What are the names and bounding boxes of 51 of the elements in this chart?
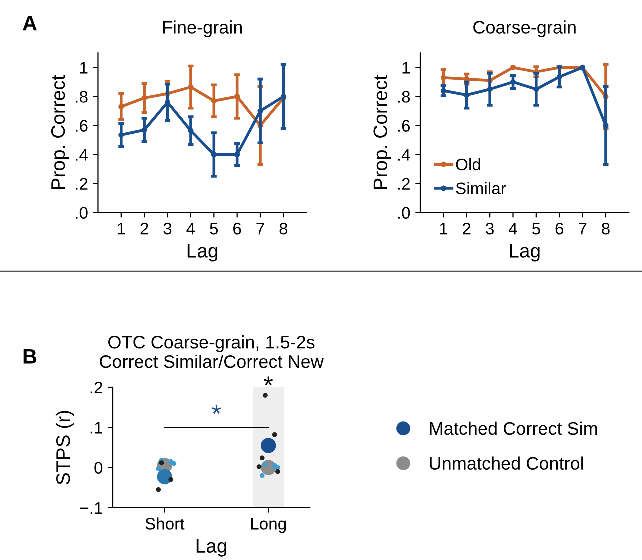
x-tick-label: 7 <box>256 223 264 235</box>
x-axis-title: Lag <box>196 539 227 557</box>
x-tick-label: Long <box>251 518 286 534</box>
y-tick-label: .8 <box>76 91 88 103</box>
y-tick-label: .8 <box>398 91 410 103</box>
x-tick-label: 7 <box>579 223 587 235</box>
legend-label: Old <box>456 158 480 171</box>
text: A <box>22 16 37 31</box>
y-axis-title: Prop. Correct <box>374 75 392 190</box>
y-tick-label: .4 <box>76 149 88 161</box>
x-tick-label: 3 <box>486 222 494 235</box>
y-tick-label: .2 <box>90 382 102 394</box>
x-tick-label: 5 <box>532 223 540 235</box>
y-axis-title: STPS (r) <box>56 411 74 485</box>
legend-label: Unmatched Control <box>430 456 584 470</box>
x-tick-label: 4 <box>508 223 518 235</box>
legend-label: Similar <box>456 182 506 195</box>
annotation: * <box>212 405 222 414</box>
y-tick-label: .0 <box>76 207 88 220</box>
x-tick-label: 1 <box>118 223 126 235</box>
x-tick-label: 4 <box>186 223 196 235</box>
y-axis-title: Prop. Correct <box>51 75 70 190</box>
chart-title: OTC Coarse-grain, 1.5-2s Correct Similar/Correct New <box>100 336 324 368</box>
x-tick-label: 2 <box>463 222 471 235</box>
x-tick-label: 1 <box>440 223 448 235</box>
y-tick-label: .2 <box>398 178 410 190</box>
y-tick-label: 1 <box>80 62 88 74</box>
y-tick-label: .1 <box>90 422 102 434</box>
annotation: * <box>264 376 274 386</box>
y-tick-label: .0 <box>398 207 410 220</box>
y-tick-label: −.1 <box>80 502 102 514</box>
legend-label: Matched Correct Sim <box>430 422 598 436</box>
x-tick-label: 3 <box>164 222 172 235</box>
x-axis-title: Lag <box>510 244 540 262</box>
x-tick-label: 8 <box>280 222 288 235</box>
x-tick-label: Short <box>146 518 185 530</box>
y-tick-label: 1 <box>402 62 410 74</box>
text: B <box>24 349 37 364</box>
x-tick-label: 6 <box>234 222 242 235</box>
chart-title: Fine-grain <box>163 20 242 38</box>
y-tick-label: .6 <box>398 120 410 132</box>
y-tick-label: .6 <box>76 120 88 132</box>
x-tick-label: 2 <box>140 222 148 235</box>
y-tick-label: .4 <box>398 149 410 161</box>
x-tick-label: 6 <box>556 222 564 235</box>
x-tick-label: 5 <box>210 223 218 235</box>
x-tick-label: 8 <box>602 222 610 235</box>
chart-title: Coarse-grain <box>474 20 576 38</box>
x-axis-title: Lag <box>188 244 218 262</box>
y-tick-label: 0 <box>94 462 103 474</box>
y-tick-label: .2 <box>76 178 88 190</box>
